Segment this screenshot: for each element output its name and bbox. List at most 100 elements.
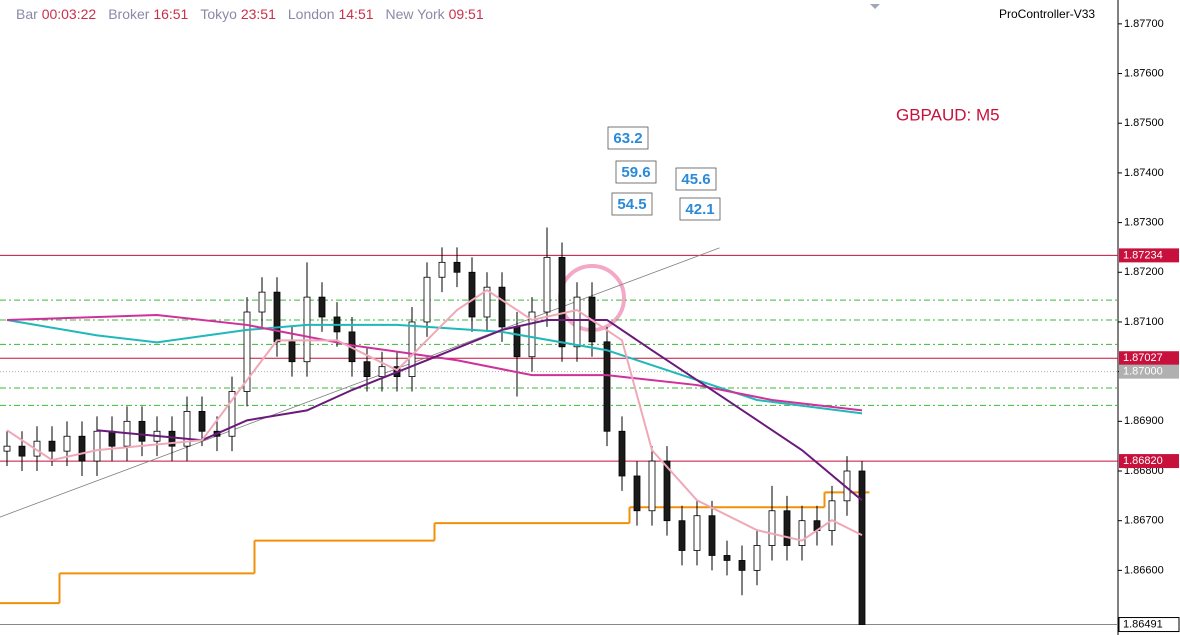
price-label: 1.86491: [1123, 618, 1163, 630]
clock: Bar 00:03:22: [16, 6, 96, 22]
candle-body: [363, 361, 371, 378]
candle-body: [138, 420, 146, 442]
candle-body: [63, 435, 71, 452]
candle-body: [378, 366, 386, 378]
candle-body: [318, 296, 326, 318]
trendline: [0, 247, 720, 518]
candle-body: [93, 430, 101, 462]
price-label-box: [1119, 248, 1179, 263]
candle-body: [633, 475, 641, 512]
candle-body: [198, 410, 206, 432]
candle-body: [753, 545, 761, 571]
clock-label: London: [287, 6, 335, 22]
price-label: 1.87000: [1123, 366, 1163, 378]
candle-body: [3, 445, 11, 452]
candle-body: [768, 510, 776, 546]
clock-value: 23:51: [240, 6, 276, 22]
clock: Broker 16:51: [108, 6, 188, 22]
candle-body: [858, 470, 866, 625]
annotation-box: [611, 192, 653, 216]
clock-label: Broker: [108, 6, 150, 22]
candle-body: [513, 326, 521, 358]
price-label-box: [1119, 454, 1179, 469]
annotation: 63.2: [613, 130, 642, 147]
y-tick-label: 1.87300: [1124, 216, 1164, 228]
candle-body: [693, 515, 701, 551]
candle-body: [663, 460, 671, 522]
candle-body: [438, 261, 446, 278]
candle-body: [648, 460, 656, 512]
candle-body: [618, 430, 626, 477]
indicator-name: ProController-V33: [999, 7, 1096, 21]
price-label: 1.87027: [1123, 352, 1163, 364]
candle-body: [408, 321, 416, 378]
y-tick-label: 1.87500: [1124, 117, 1164, 129]
candle-body: [453, 261, 461, 273]
candle-body: [573, 296, 581, 348]
candle-body: [288, 341, 296, 363]
clock-value: 09:51: [448, 6, 484, 22]
candle-body: [708, 515, 716, 556]
candle-body: [18, 445, 26, 457]
candle-body: [168, 430, 176, 447]
clock: London 14:51: [288, 6, 374, 22]
candle-body: [228, 391, 236, 437]
annotation: 59.6: [621, 164, 650, 181]
candle-body: [423, 276, 431, 323]
candle-body: [243, 311, 251, 392]
annotation-box: [679, 197, 721, 221]
candle-body: [258, 291, 266, 313]
candle-body: [543, 256, 551, 313]
y-tick-label: 1.87600: [1124, 67, 1164, 79]
candle-body: [303, 296, 311, 363]
candle-body: [723, 555, 731, 561]
header: Bar 00:03:22 Broker 16:51 Tokyo 23:51 Londo…: [16, 6, 484, 22]
clock-label: Tokyo: [200, 6, 237, 22]
candle-body: [528, 311, 536, 358]
clock-value: 16:51: [153, 6, 189, 22]
annotation: 54.5: [617, 196, 646, 213]
clock: New York 09:51: [386, 6, 484, 22]
clock-value: 00:03:22: [41, 6, 97, 22]
y-tick-label: 1.86900: [1124, 415, 1164, 427]
clock-value: 14:51: [338, 6, 374, 22]
candle-body: [678, 520, 686, 551]
candle-body: [78, 435, 86, 462]
y-tick-label: 1.87700: [1124, 18, 1164, 30]
moving-average: [6, 288, 863, 542]
chart-title: GBPAUD: M5: [896, 105, 1000, 124]
price-label-box: [1119, 364, 1179, 379]
candle-body: [498, 286, 506, 328]
moving-average: [6, 313, 863, 412]
candle-body: [483, 286, 491, 318]
y-tick-label: 1.87400: [1124, 167, 1164, 179]
candle-body: [183, 410, 191, 447]
candle-body: [603, 341, 611, 432]
price-label-box: [1119, 351, 1179, 366]
candle-body: [738, 560, 746, 571]
annotation-box: [615, 160, 657, 184]
candle-body: [558, 256, 566, 348]
price-label: 1.87234: [1123, 249, 1163, 261]
price-label-box: [1118, 617, 1180, 633]
clock-label: Bar: [16, 6, 38, 22]
y-tick-label: 1.87100: [1124, 316, 1164, 328]
annotation: 45.6: [681, 171, 710, 188]
candle-body: [468, 271, 476, 318]
candle-body: [783, 510, 791, 546]
candle-body: [108, 430, 116, 447]
scroll-marker: [870, 4, 880, 9]
y-tick-label: 1.87200: [1124, 266, 1164, 278]
candle-body: [828, 500, 836, 532]
candle-body: [798, 520, 806, 546]
clock: Tokyo 23:51: [200, 6, 276, 22]
annotation-box: [675, 167, 717, 191]
annotation: 42.1: [685, 201, 714, 218]
moving-average: [96, 318, 863, 502]
moving-average: [6, 318, 863, 415]
price-label: 1.86820: [1123, 455, 1163, 467]
y-tick-label: 1.86600: [1124, 564, 1164, 576]
annotation-box: [607, 126, 649, 150]
